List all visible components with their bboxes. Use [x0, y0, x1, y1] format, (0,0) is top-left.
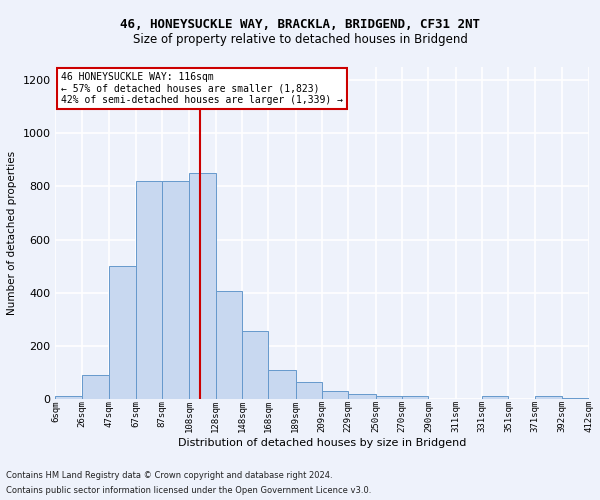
- Bar: [482, 396, 508, 399]
- Bar: [55, 396, 82, 399]
- Bar: [82, 375, 109, 399]
- Bar: [242, 331, 268, 399]
- Bar: [322, 391, 348, 399]
- Bar: [136, 181, 162, 399]
- Bar: [268, 370, 296, 399]
- X-axis label: Distribution of detached houses by size in Bridgend: Distribution of detached houses by size …: [178, 438, 466, 448]
- Bar: [162, 181, 190, 399]
- Bar: [296, 382, 322, 399]
- Text: 46, HONEYSUCKLE WAY, BRACKLA, BRIDGEND, CF31 2NT: 46, HONEYSUCKLE WAY, BRACKLA, BRIDGEND, …: [120, 18, 480, 30]
- Text: Size of property relative to detached houses in Bridgend: Size of property relative to detached ho…: [133, 32, 467, 46]
- Bar: [562, 398, 589, 399]
- Text: 46 HONEYSUCKLE WAY: 116sqm
← 57% of detached houses are smaller (1,823)
42% of s: 46 HONEYSUCKLE WAY: 116sqm ← 57% of deta…: [61, 72, 343, 105]
- Bar: [376, 396, 402, 399]
- Bar: [215, 292, 242, 399]
- Y-axis label: Number of detached properties: Number of detached properties: [7, 151, 17, 315]
- Bar: [109, 266, 136, 399]
- Bar: [535, 396, 562, 399]
- Bar: [190, 173, 215, 399]
- Bar: [348, 394, 376, 399]
- Bar: [402, 396, 428, 399]
- Text: Contains public sector information licensed under the Open Government Licence v3: Contains public sector information licen…: [6, 486, 371, 495]
- Text: Contains HM Land Registry data © Crown copyright and database right 2024.: Contains HM Land Registry data © Crown c…: [6, 471, 332, 480]
